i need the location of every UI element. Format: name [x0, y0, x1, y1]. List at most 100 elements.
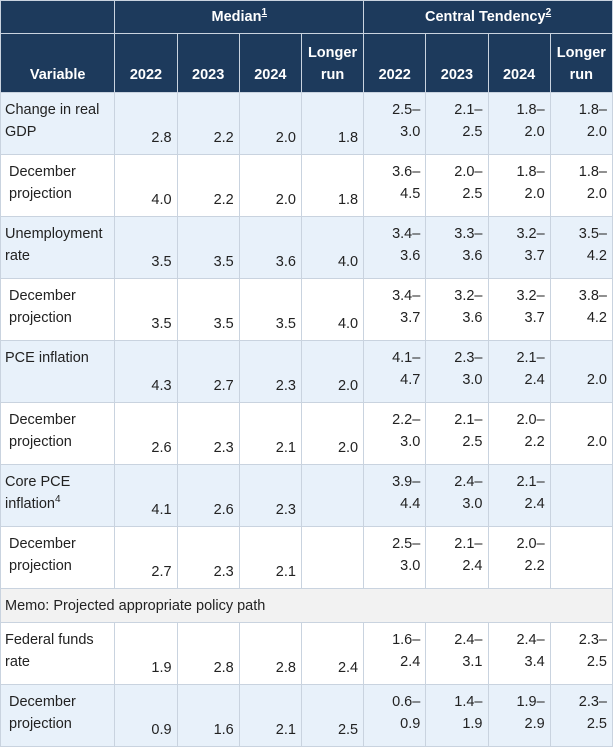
ct-year-header: 2023 [425, 33, 489, 93]
median-cell: 2.2 [176, 92, 240, 155]
median-cell: 2.3 [238, 464, 302, 527]
central-tendency-cell: 2.0– 2.2 [487, 402, 551, 465]
median-year-header: 2023 [176, 33, 240, 93]
central-tendency-cell: 2.4– 3.0 [425, 464, 489, 527]
median-cell: 2.8 [114, 92, 178, 155]
median-cell: 3.5 [114, 216, 178, 279]
median-cell: 2.4 [300, 622, 365, 685]
median-cell: 3.5 [238, 278, 302, 341]
variable-header: Variable [0, 33, 116, 93]
central-tendency-cell: 2.2– 3.0 [363, 402, 427, 465]
median-longer-run-header: Longer run [300, 33, 365, 93]
median-cell: 1.8 [300, 92, 365, 155]
median-cell: 2.1 [238, 402, 302, 465]
median-cell: 4.3 [114, 340, 178, 403]
table-row: Core PCE inflation4 4.1 2.6 2.3 3.9– 4.4 2.4– 3.… [0, 464, 613, 527]
central-tendency-cell [549, 526, 613, 589]
table-row: Unemployment rate 3.5 3.5 3.6 4.0 3.4– 3.6 3.3– 3… [0, 216, 613, 279]
median-cell: 2.6 [114, 402, 178, 465]
central-tendency-cell: 1.8– 2.0 [487, 154, 551, 217]
central-tendency-cell: 1.4– 1.9 [425, 684, 489, 747]
median-cell: 1.9 [114, 622, 178, 685]
central-tendency-cell: 2.1– 2.4 [487, 340, 551, 403]
row-label: December projection [0, 402, 116, 465]
memo-label: Memo: Projected appropriate policy path [0, 588, 613, 623]
row-label-footnote: 4 [54, 494, 61, 506]
central-tendency-cell: 2.0 [549, 402, 613, 465]
table-row: December projection 4.0 2.2 2.0 1.8 3.6– 4.5 2.0… [0, 154, 613, 217]
central-tendency-cell: 2.4– 3.1 [425, 622, 489, 685]
median-cell [300, 464, 365, 527]
central-tendency-cell: 3.2– 3.6 [425, 278, 489, 341]
median-cell: 2.0 [238, 92, 302, 155]
median-cell: 2.0 [300, 340, 365, 403]
median-cell: 4.0 [114, 154, 178, 217]
central-tendency-cell: 1.9– 2.9 [487, 684, 551, 747]
ct-longer-run-header: Longer run [549, 33, 613, 93]
median-cell: 3.5 [176, 216, 240, 279]
central-tendency-cell: 2.0– 2.5 [425, 154, 489, 217]
row-label: Federal funds rate [0, 622, 116, 685]
median-cell: 0.9 [114, 684, 178, 747]
central-tendency-cell: 3.6– 4.5 [363, 154, 427, 217]
row-label: December projection [0, 278, 116, 341]
table-row: December projection 2.6 2.3 2.1 2.0 2.2– 3.0 2.1… [0, 402, 613, 465]
row-label: Unemployment rate [0, 216, 116, 279]
table-row: December projection 3.5 3.5 3.5 4.0 3.4– 3.7 3.2… [0, 278, 613, 341]
central-tendency-footnote: 2 [545, 7, 552, 19]
central-tendency-cell: 4.1– 4.7 [363, 340, 427, 403]
central-tendency-cell: 0.6– 0.9 [363, 684, 427, 747]
median-cell: 2.7 [176, 340, 240, 403]
median-cell: 2.7 [114, 526, 178, 589]
central-tendency-cell: 3.5– 4.2 [549, 216, 613, 279]
median-cell: 4.0 [300, 216, 365, 279]
central-tendency-cell: 2.3– 2.5 [549, 622, 613, 685]
median-footnote: 1 [261, 7, 267, 19]
ct-year-header: 2022 [363, 33, 427, 93]
central-tendency-cell: 2.1– 2.5 [425, 92, 489, 155]
median-cell [300, 526, 365, 589]
median-cell: 3.6 [238, 216, 302, 279]
central-tendency-cell: 3.3– 3.6 [425, 216, 489, 279]
central-tendency-cell [549, 464, 613, 527]
median-cell: 4.1 [114, 464, 178, 527]
row-label: December projection [0, 526, 116, 589]
median-year-header: 2024 [238, 33, 302, 93]
row-label: Change in real GDP [0, 92, 116, 155]
central-tendency-cell: 3.8– 4.2 [549, 278, 613, 341]
row-label: Core PCE inflation4 [0, 464, 116, 527]
median-cell: 2.3 [176, 526, 240, 589]
central-tendency-cell: 3.2– 3.7 [487, 278, 551, 341]
median-cell: 3.5 [114, 278, 178, 341]
central-tendency-cell: 1.8– 2.0 [487, 92, 551, 155]
row-label: PCE inflation [0, 340, 116, 403]
central-tendency-cell: 2.0 [549, 340, 613, 403]
central-tendency-cell: 2.1– 2.4 [487, 464, 551, 527]
median-cell: 2.3 [176, 402, 240, 465]
median-cell: 2.8 [238, 622, 302, 685]
central-tendency-cell: 2.1– 2.5 [425, 402, 489, 465]
ct-year-header: 2024 [487, 33, 551, 93]
median-cell: 2.0 [300, 402, 365, 465]
central-tendency-cell: 2.3– 2.5 [549, 684, 613, 747]
median-cell: 2.2 [176, 154, 240, 217]
median-cell: 2.0 [238, 154, 302, 217]
median-cell: 2.1 [238, 526, 302, 589]
central-tendency-cell: 2.3– 3.0 [425, 340, 489, 403]
table-row: December projection 2.7 2.3 2.1 2.5– 3.0 2.1– 2.… [0, 526, 613, 589]
central-tendency-cell: 3.4– 3.7 [363, 278, 427, 341]
central-tendency-cell: 2.4– 3.4 [487, 622, 551, 685]
row-label: December projection [0, 684, 116, 747]
median-header: Median1 [114, 0, 365, 34]
median-year-header: 2022 [114, 33, 178, 93]
table-row: Change in real GDP 2.8 2.2 2.0 1.8 2.5– 3.0 2.1–… [0, 92, 613, 155]
central-tendency-cell: 3.4– 3.6 [363, 216, 427, 279]
median-cell: 3.5 [176, 278, 240, 341]
median-cell: 2.1 [238, 684, 302, 747]
table-row: PCE inflation 4.3 2.7 2.3 2.0 4.1– 4.7 2.3– 3.0 2… [0, 340, 613, 403]
central-tendency-cell: 2.0– 2.2 [487, 526, 551, 589]
median-cell: 2.5 [300, 684, 365, 747]
central-tendency-cell: 2.5– 3.0 [363, 526, 427, 589]
median-cell: 2.8 [176, 622, 240, 685]
